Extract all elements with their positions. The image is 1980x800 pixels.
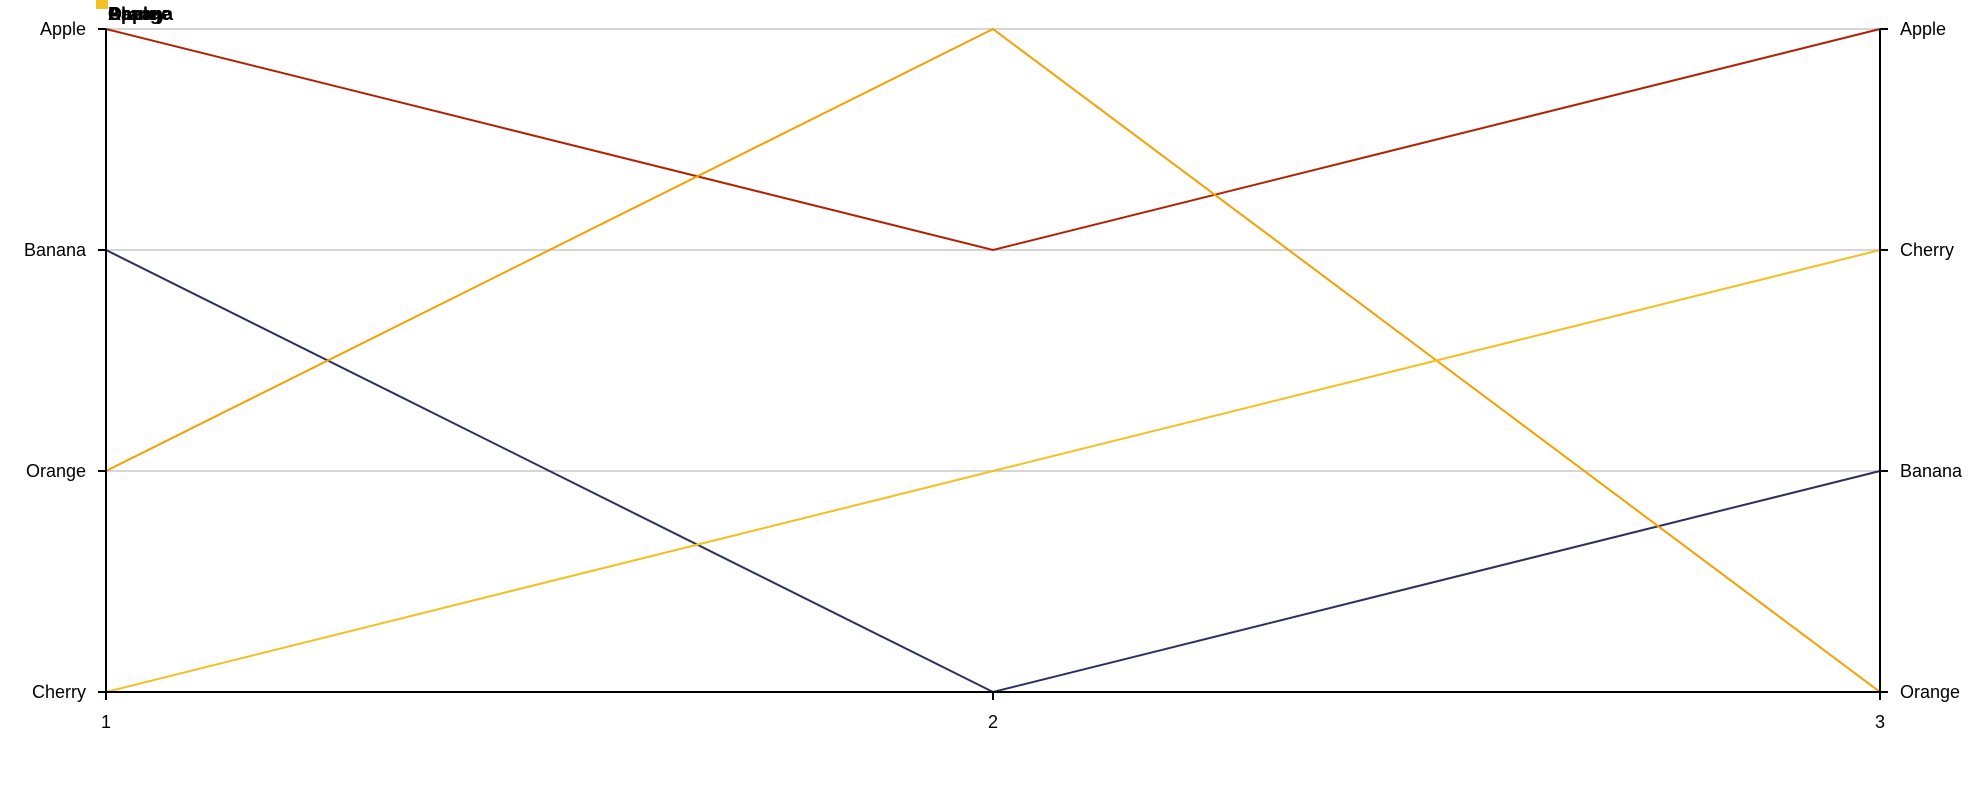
x-axis-label: 3: [1875, 712, 1885, 732]
series-line-cherry: [105, 249, 1881, 693]
grid-layer: [106, 28, 1880, 693]
legend-label-cherry: Cherry: [108, 4, 166, 24]
legend-label-orange: Orange: [108, 4, 171, 24]
legend-swatch-cherry: [96, 0, 108, 9]
x-axis-label: 2: [988, 712, 998, 732]
left-axis-label: Apple: [40, 19, 86, 39]
right-axis-label: Apple: [1900, 19, 1946, 39]
legend-label-apple: Apple: [108, 4, 158, 24]
series-line-apple: [105, 28, 1881, 252]
axis-layer: Apple Banana Orange Cherry Apple Cherry Banana…: [24, 19, 1963, 732]
series-layer: [105, 27, 1881, 694]
legend-label-banana: Banana: [108, 4, 174, 24]
right-axis-label: Orange: [1900, 682, 1960, 702]
left-axis-label: Orange: [26, 461, 86, 481]
right-axis-label: Cherry: [1900, 240, 1954, 260]
x-axis-label: 1: [101, 712, 111, 732]
series-line-orange: [105, 27, 1881, 693]
left-axis-label: Banana: [24, 240, 87, 260]
left-axis-label: Cherry: [32, 682, 86, 702]
right-axis-label: Banana: [1900, 461, 1963, 481]
